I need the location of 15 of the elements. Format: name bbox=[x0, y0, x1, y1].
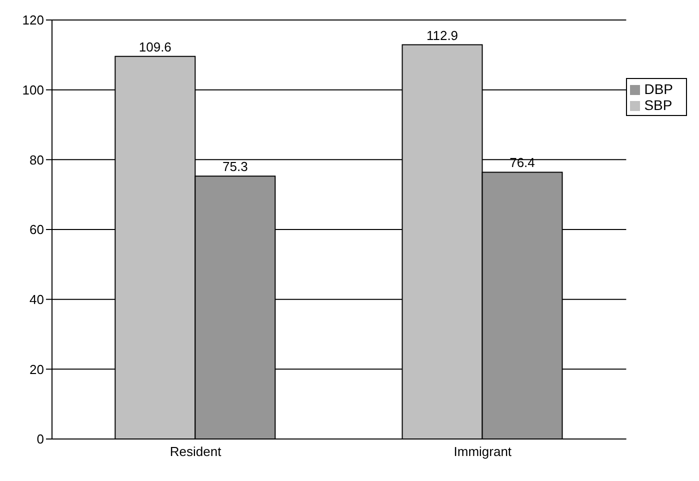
legend-label: DBP bbox=[644, 81, 673, 97]
x-tick-label: Resident bbox=[170, 444, 222, 460]
legend-label: SBP bbox=[644, 97, 672, 113]
y-tick-label: 0 bbox=[36, 432, 44, 447]
data-label: 112.9 bbox=[426, 28, 458, 43]
y-tick-label: 100 bbox=[22, 82, 44, 98]
data-label: 75.3 bbox=[222, 159, 248, 174]
y-tick-label: 120 bbox=[22, 12, 44, 28]
y-tick-label: 80 bbox=[30, 152, 44, 168]
y-tick-label: 60 bbox=[30, 222, 44, 238]
y-tick-label: 20 bbox=[30, 362, 44, 377]
data-label: 76.4 bbox=[510, 155, 535, 170]
y-tick-label: 40 bbox=[30, 292, 44, 307]
data-label: 109.6 bbox=[138, 39, 172, 54]
x-tick-label: Immigrant bbox=[454, 444, 512, 460]
